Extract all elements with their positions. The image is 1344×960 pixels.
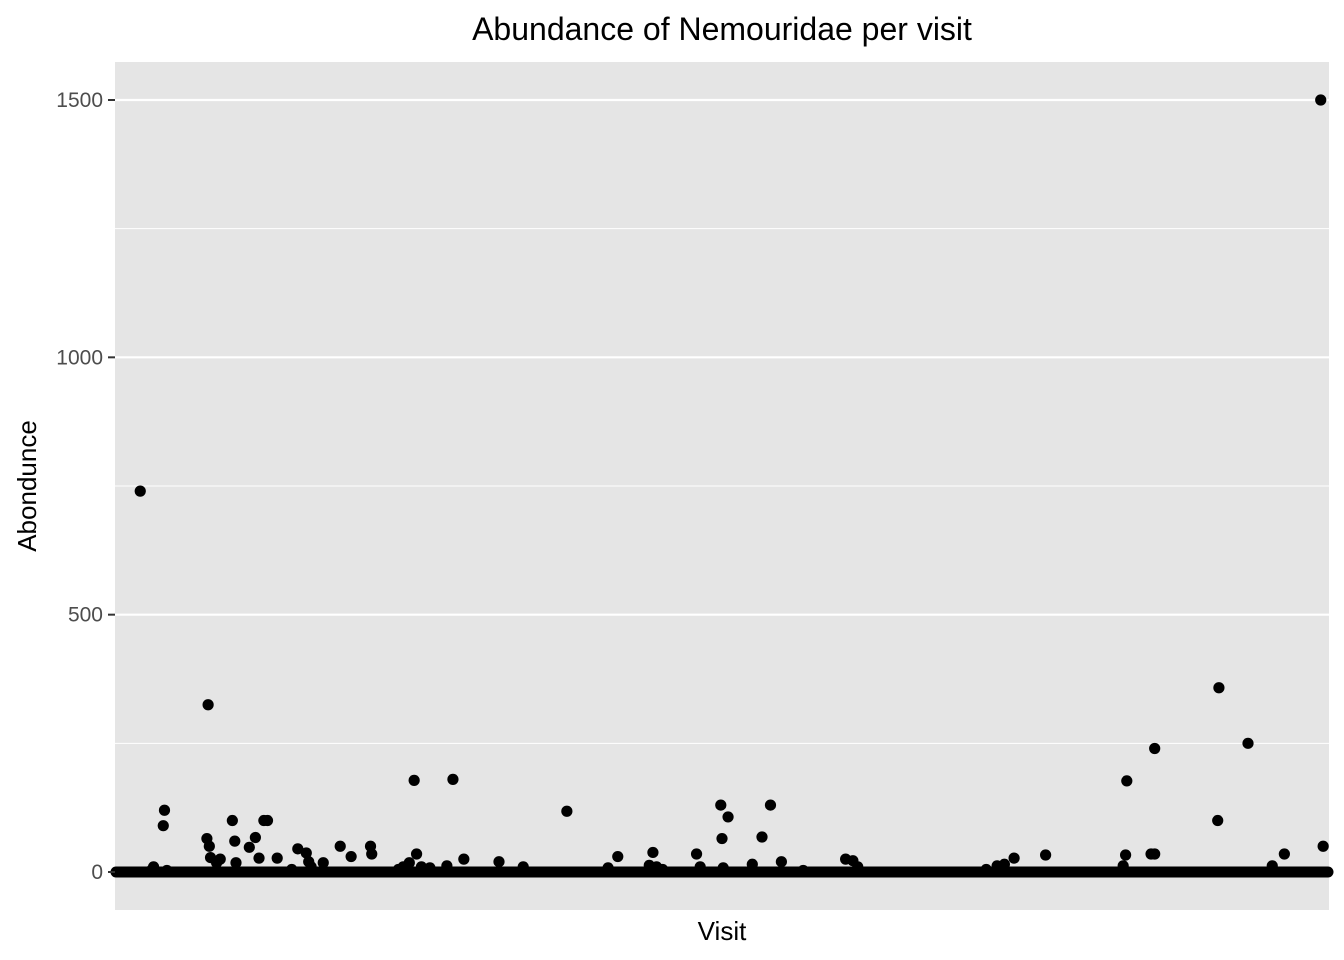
data-point	[602, 862, 614, 874]
data-point	[1149, 848, 1161, 860]
data-point	[415, 861, 428, 873]
data-point	[286, 863, 298, 876]
data-point	[243, 841, 255, 853]
data-point	[715, 799, 727, 811]
data-point	[229, 835, 241, 847]
minor-gridlines	[115, 228, 1329, 744]
data-point	[203, 840, 215, 852]
y-tick-label: 1500	[56, 89, 103, 112]
data-point	[441, 860, 453, 872]
chart-title: Abundance of Nemouridae per visit	[472, 11, 972, 47]
data-point	[756, 831, 768, 843]
y-axis-tick-labels: 0 500 1000 1500	[56, 89, 103, 884]
data-point	[764, 799, 777, 811]
x-axis-title: Visit	[698, 916, 747, 946]
data-point	[447, 773, 459, 785]
y-tick-label: 0	[91, 861, 103, 884]
data-point	[292, 843, 304, 855]
data-point	[157, 820, 169, 832]
data-point	[1149, 742, 1161, 755]
data-point	[366, 848, 378, 860]
data-point	[493, 856, 505, 868]
data-point	[345, 850, 357, 863]
data-point	[161, 864, 173, 877]
data-point	[612, 850, 624, 863]
data-point	[226, 814, 238, 827]
data-point	[1008, 852, 1020, 864]
data-point	[317, 857, 329, 869]
data-point	[1266, 860, 1278, 872]
data-point	[1212, 814, 1224, 827]
y-tick-label: 500	[68, 604, 103, 627]
data-point	[998, 858, 1010, 870]
data-point	[261, 814, 274, 827]
data-point	[253, 852, 265, 864]
data-point	[775, 856, 787, 868]
data-point	[980, 863, 992, 876]
data-point	[690, 848, 703, 860]
data-point	[517, 861, 529, 873]
data-point	[271, 852, 283, 864]
y-axis-ticks	[108, 99, 115, 873]
data-point	[1040, 849, 1052, 861]
data-point	[694, 861, 706, 873]
data-point	[657, 863, 669, 876]
data-point	[1213, 682, 1225, 694]
data-point	[147, 861, 160, 873]
data-point	[1119, 849, 1132, 861]
data-point	[561, 805, 573, 817]
y-tick-label: 1000	[56, 346, 103, 369]
data-point	[334, 840, 346, 852]
data-point	[158, 804, 171, 816]
data-point	[249, 831, 261, 844]
data-point	[305, 861, 317, 873]
data-point	[300, 847, 312, 859]
data-point	[403, 857, 415, 869]
data-point	[647, 846, 659, 859]
data-point	[1278, 848, 1290, 860]
data-point	[410, 848, 423, 860]
data-point	[1242, 737, 1254, 749]
data-point	[1317, 840, 1329, 852]
data-points	[134, 94, 1329, 877]
data-point	[716, 832, 728, 845]
data-point	[1117, 860, 1129, 872]
data-point	[1121, 775, 1133, 787]
data-point	[717, 862, 729, 874]
y-axis-title: Abondunce	[12, 420, 42, 552]
data-point	[214, 853, 226, 865]
data-point	[424, 862, 436, 874]
data-point	[722, 811, 734, 823]
data-point	[797, 864, 809, 877]
data-point	[134, 485, 146, 497]
data-point	[202, 699, 214, 711]
data-point	[230, 857, 242, 869]
data-point	[458, 853, 470, 865]
data-point	[852, 861, 864, 873]
data-point	[746, 858, 758, 870]
data-point	[1315, 94, 1327, 106]
data-point	[408, 774, 420, 786]
